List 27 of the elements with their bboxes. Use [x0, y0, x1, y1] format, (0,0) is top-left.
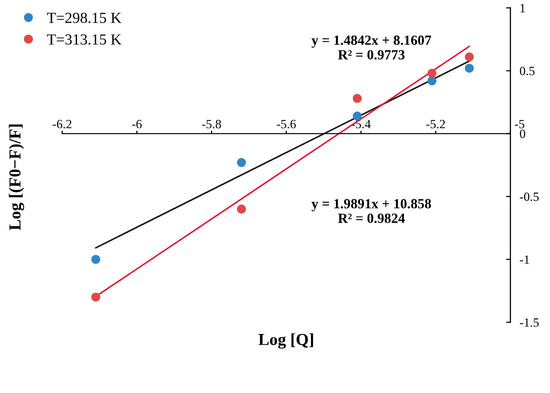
point [464, 52, 474, 62]
x-tick-label: -5 [514, 120, 524, 128]
point [236, 204, 246, 214]
legend-label: T=313.15 K [47, 34, 122, 45]
point [427, 68, 436, 78]
x-tick-label: -6.2 [52, 120, 72, 128]
point [91, 292, 100, 302]
annotation: y = 1.4842x + 8.1607 R² = 0.9773 [312, 36, 432, 60]
x-tick-label: -5.2 [426, 120, 445, 128]
y-tick-label: -0.5 [520, 192, 539, 202]
y-tick-label: -1.5 [520, 318, 539, 327]
point [464, 64, 474, 73]
y-tick-label: 0 [520, 130, 526, 138]
point [236, 158, 246, 168]
y-tick-label: 0.5 [520, 66, 535, 76]
x-axis-title: Log [Q] [258, 333, 314, 349]
point [427, 76, 436, 86]
annotation: y = 1.9891x + 10.858 R² = 0.9824 [312, 199, 431, 224]
point [352, 94, 362, 103]
x-tick-label: -6 [132, 120, 142, 128]
y-tick-label: -1 [520, 255, 530, 264]
y-tick-label: 1 [520, 4, 525, 12]
legend-label: T=298.15 K [47, 12, 122, 24]
x-tick-label: -5.8 [202, 120, 221, 128]
y-axis-title: Log [(F0−F)/F] [8, 124, 24, 230]
x-tick-label: -5.6 [276, 120, 296, 128]
point [91, 254, 100, 264]
